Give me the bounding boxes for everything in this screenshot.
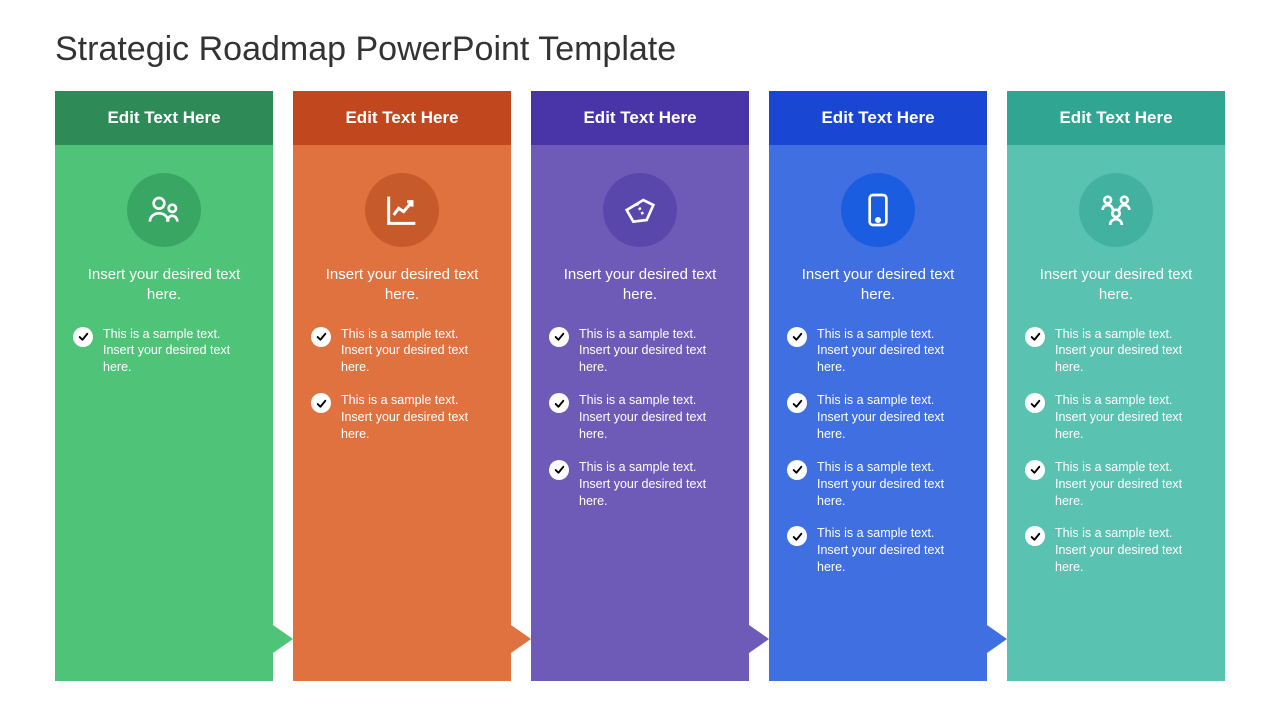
roadmap-column-5: Edit Text HereInsert your desired text h… [1007, 91, 1225, 681]
arrow-connector-icon [987, 625, 1007, 653]
bullet-text: This is a sample text. Insert your desir… [817, 392, 969, 443]
roadmap-column-1: Edit Text HereInsert your desired text h… [55, 91, 273, 681]
column-subtitle: Insert your desired text here. [1025, 265, 1207, 306]
roadmap-column-4: Edit Text HereInsert your desired text h… [769, 91, 987, 681]
column-bullets: This is a sample text. Insert your desir… [73, 326, 255, 377]
column-body: Insert your desired text here. This is a … [55, 145, 273, 681]
bullet-item: This is a sample text. Insert your desir… [549, 459, 731, 510]
column-bullets: This is a sample text. Insert your desir… [787, 326, 969, 577]
bullet-text: This is a sample text. Insert your desir… [579, 326, 731, 377]
bullet-text: This is a sample text. Insert your desir… [817, 459, 969, 510]
column-bullets: This is a sample text. Insert your desir… [549, 326, 731, 510]
bullet-text: This is a sample text. Insert your desir… [817, 525, 969, 576]
column-subtitle: Insert your desired text here. [549, 265, 731, 306]
bullet-text: This is a sample text. Insert your desir… [341, 326, 493, 377]
column-header: Edit Text Here [55, 91, 273, 145]
checkmark-icon [1025, 526, 1045, 546]
arrow-connector-icon [749, 625, 769, 653]
column-body: Insert your desired text here. This is a … [531, 145, 749, 681]
bullet-item: This is a sample text. Insert your desir… [787, 392, 969, 443]
checkmark-icon [549, 460, 569, 480]
column-bullets: This is a sample text. Insert your desir… [1025, 326, 1207, 577]
bullet-text: This is a sample text. Insert your desir… [579, 459, 731, 510]
ticket-icon [603, 173, 677, 247]
bullet-item: This is a sample text. Insert your desir… [787, 525, 969, 576]
column-header: Edit Text Here [1007, 91, 1225, 145]
checkmark-icon [787, 327, 807, 347]
checkmark-icon [1025, 393, 1045, 413]
column-header: Edit Text Here [293, 91, 511, 145]
bullet-item: This is a sample text. Insert your desir… [311, 392, 493, 443]
column-subtitle: Insert your desired text here. [73, 265, 255, 306]
checkmark-icon [549, 327, 569, 347]
bullet-item: This is a sample text. Insert your desir… [73, 326, 255, 377]
column-body: Insert your desired text here. This is a … [769, 145, 987, 681]
bullet-item: This is a sample text. Insert your desir… [311, 326, 493, 377]
checkmark-icon [787, 393, 807, 413]
bullet-item: This is a sample text. Insert your desir… [787, 459, 969, 510]
chart-icon [365, 173, 439, 247]
bullet-item: This is a sample text. Insert your desir… [1025, 326, 1207, 377]
bullet-item: This is a sample text. Insert your desir… [549, 392, 731, 443]
roadmap-column-3: Edit Text HereInsert your desired text h… [531, 91, 749, 681]
checkmark-icon [311, 327, 331, 347]
team-icon [1079, 173, 1153, 247]
roadmap-column-2: Edit Text HereInsert your desired text h… [293, 91, 511, 681]
column-bullets: This is a sample text. Insert your desir… [311, 326, 493, 443]
bullet-text: This is a sample text. Insert your desir… [341, 392, 493, 443]
checkmark-icon [73, 327, 93, 347]
checkmark-icon [1025, 327, 1045, 347]
arrow-connector-icon [273, 625, 293, 653]
column-header: Edit Text Here [531, 91, 749, 145]
phone-icon [841, 173, 915, 247]
column-body: Insert your desired text here. This is a … [1007, 145, 1225, 681]
bullet-item: This is a sample text. Insert your desir… [1025, 459, 1207, 510]
checkmark-icon [787, 526, 807, 546]
arrow-connector-icon [511, 625, 531, 653]
bullet-item: This is a sample text. Insert your desir… [1025, 392, 1207, 443]
bullet-text: This is a sample text. Insert your desir… [1055, 392, 1207, 443]
bullet-text: This is a sample text. Insert your desir… [1055, 459, 1207, 510]
slide: Strategic Roadmap PowerPoint Template Ed… [0, 0, 1280, 720]
columns-container: Edit Text HereInsert your desired text h… [55, 91, 1225, 681]
checkmark-icon [1025, 460, 1045, 480]
bullet-text: This is a sample text. Insert your desir… [817, 326, 969, 377]
checkmark-icon [311, 393, 331, 413]
column-body: Insert your desired text here. This is a … [293, 145, 511, 681]
column-subtitle: Insert your desired text here. [787, 265, 969, 306]
column-subtitle: Insert your desired text here. [311, 265, 493, 306]
checkmark-icon [787, 460, 807, 480]
bullet-item: This is a sample text. Insert your desir… [787, 326, 969, 377]
column-header: Edit Text Here [769, 91, 987, 145]
bullet-item: This is a sample text. Insert your desir… [549, 326, 731, 377]
bullet-text: This is a sample text. Insert your desir… [579, 392, 731, 443]
bullet-text: This is a sample text. Insert your desir… [1055, 326, 1207, 377]
people-icon [127, 173, 201, 247]
slide-title: Strategic Roadmap PowerPoint Template [55, 30, 1225, 69]
bullet-item: This is a sample text. Insert your desir… [1025, 525, 1207, 576]
bullet-text: This is a sample text. Insert your desir… [1055, 525, 1207, 576]
bullet-text: This is a sample text. Insert your desir… [103, 326, 255, 377]
checkmark-icon [549, 393, 569, 413]
